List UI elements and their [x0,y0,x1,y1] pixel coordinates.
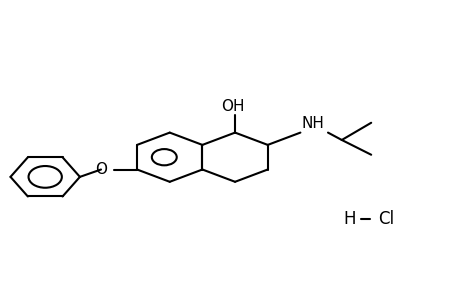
Text: O: O [95,162,107,177]
Text: Cl: Cl [377,210,394,228]
Text: NH: NH [301,116,324,131]
Text: H: H [342,210,355,228]
Text: OH: OH [220,99,244,114]
